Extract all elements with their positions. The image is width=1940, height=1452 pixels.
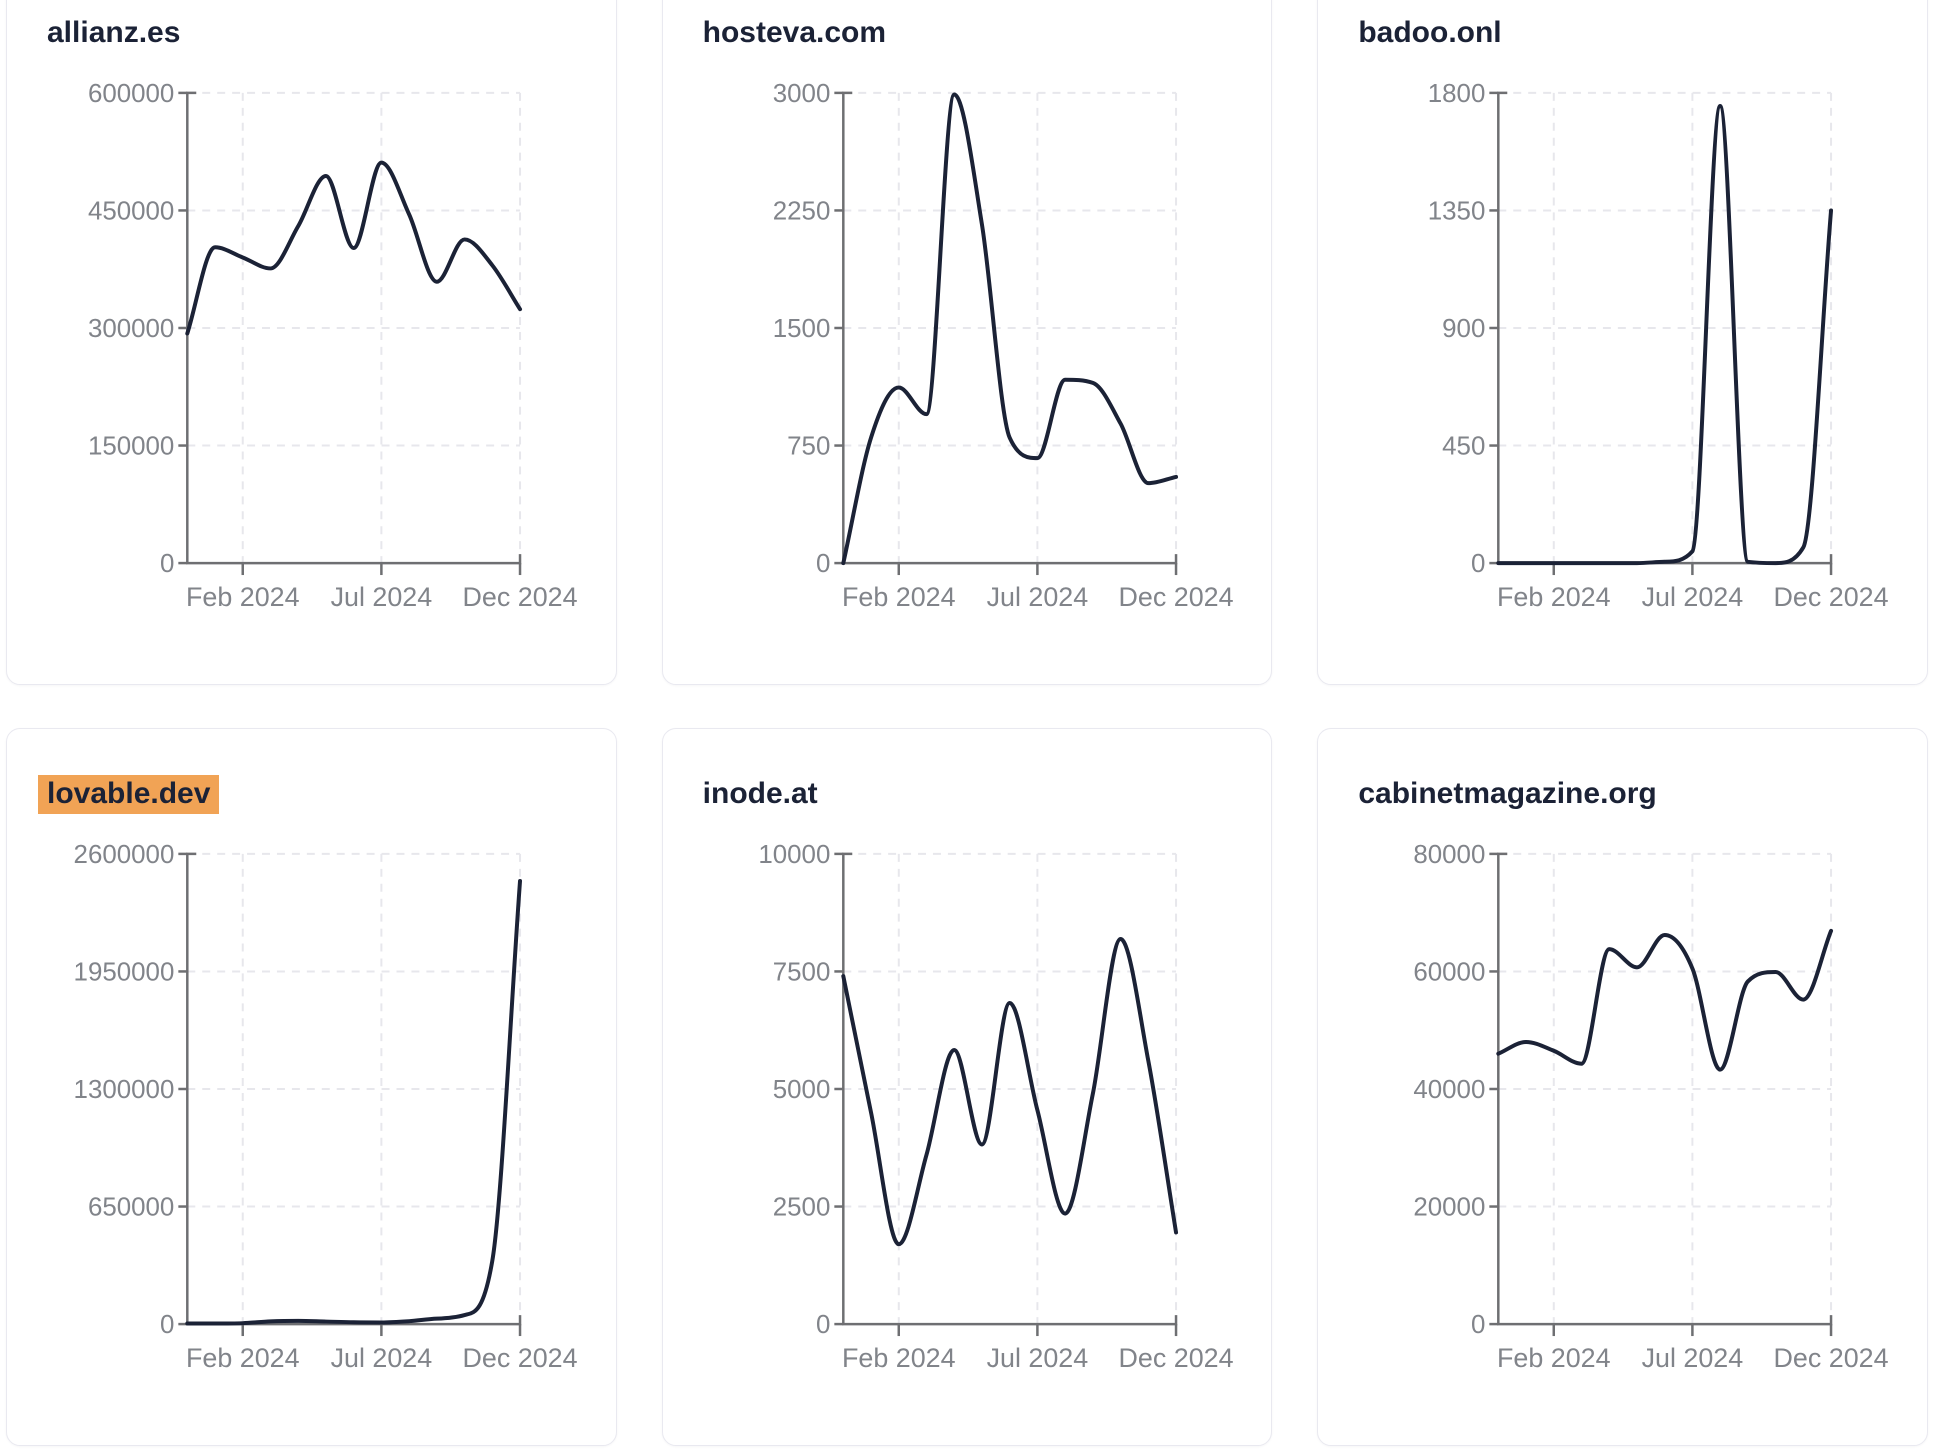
svg-text:10000: 10000 [758,841,830,869]
svg-text:40000: 40000 [1414,1076,1486,1104]
svg-text:80000: 80000 [1414,841,1486,869]
svg-text:450: 450 [1442,433,1485,461]
svg-text:0: 0 [1471,1311,1485,1339]
svg-text:Jul 2024: Jul 2024 [986,582,1088,612]
svg-text:1950000: 1950000 [74,958,175,986]
line-chart: 0 2500 5000 7500 10000 Feb 2024 Jul 2024 Dec 20… [758,841,1233,1373]
svg-text:Dec 2024: Dec 2024 [1118,1343,1233,1373]
domain-name: hosteva.com [702,16,887,49]
line-chart: 0 450 900 1350 1800 Feb 2024 Jul 2024 Dec 2024 [1428,80,1889,612]
svg-text:5000: 5000 [772,1076,830,1104]
svg-text:2600000: 2600000 [74,841,175,869]
svg-text:650000: 650000 [88,1194,174,1222]
chart-title: lovable.dev [38,775,220,814]
svg-text:300000: 300000 [88,315,174,343]
svg-text:Feb 2024: Feb 2024 [842,582,956,612]
svg-text:Dec 2024: Dec 2024 [1774,1343,1889,1373]
line-chart: 0 150000 300000 450000 600000 Feb 2024 Jul 202… [88,80,578,612]
svg-text:1500: 1500 [772,315,830,343]
chart-card-badoo-onl: badoo.onl 0 450 900 1350 1800 Feb 2024 Jul 202… [1317,0,1928,685]
svg-text:Feb 2024: Feb 2024 [1497,1343,1611,1373]
svg-text:7500: 7500 [772,958,830,986]
chart-card-inode-at: inode.at 0 2500 5000 7500 10000 Feb 2024 Jul 2… [661,728,1273,1446]
svg-text:0: 0 [816,1311,830,1339]
svg-text:Jul 2024: Jul 2024 [1642,1343,1744,1373]
svg-text:Dec 2024: Dec 2024 [1118,582,1233,612]
chart-card-allianz-es: allianz.es 0 150000 300000 450000 600000 Feb … [6,0,617,685]
svg-text:Feb 2024: Feb 2024 [186,1343,300,1373]
chart-card-lovable-dev: lovable.dev 0 650000 1300000 1950000 2600000… [6,728,617,1446]
svg-text:Dec 2024: Dec 2024 [463,1343,578,1373]
svg-text:900: 900 [1442,315,1485,343]
svg-text:Jul 2024: Jul 2024 [331,582,433,612]
chart-title: hosteva.com [703,14,886,52]
svg-text:0: 0 [816,550,830,578]
line-chart: 0 750 1500 2250 3000 Feb 2024 Jul 2024 Dec 2024 [772,80,1233,612]
svg-text:0: 0 [1471,550,1485,578]
domain-name: inode.at [702,777,818,810]
line-chart: 0 20000 40000 60000 80000 Feb 2024 Jul 2024 Dec… [1414,841,1889,1373]
svg-text:Dec 2024: Dec 2024 [1774,582,1889,612]
svg-text:Feb 2024: Feb 2024 [842,1343,956,1373]
svg-text:0: 0 [160,1311,174,1339]
svg-text:3000: 3000 [772,80,830,108]
svg-text:2500: 2500 [772,1194,830,1222]
svg-text:1300000: 1300000 [74,1076,175,1104]
svg-text:2250: 2250 [772,197,830,225]
chart-card-cabinetmagazine-org: cabinetmagazine.org 0 20000 40000 60000 8000… [1317,728,1928,1446]
chart-title: inode.at [703,775,818,813]
svg-text:20000: 20000 [1414,1194,1486,1222]
svg-text:0: 0 [160,550,174,578]
domain-name: badoo.onl [1358,16,1502,49]
svg-text:Jul 2024: Jul 2024 [986,1343,1088,1373]
svg-text:150000: 150000 [88,433,174,461]
svg-text:1350: 1350 [1428,197,1486,225]
chart-title: cabinetmagazine.org [1358,775,1656,813]
svg-text:1800: 1800 [1428,80,1486,108]
svg-text:Feb 2024: Feb 2024 [186,582,300,612]
domain-name: lovable.dev [38,775,220,814]
line-chart: 0 650000 1300000 1950000 2600000 Feb 2024 Jul … [74,841,578,1373]
chart-title: badoo.onl [1358,14,1501,52]
svg-text:450000: 450000 [88,197,174,225]
svg-text:Jul 2024: Jul 2024 [1642,582,1744,612]
domain-name: allianz.es [47,16,181,49]
svg-text:60000: 60000 [1414,958,1486,986]
svg-text:Jul 2024: Jul 2024 [331,1343,433,1373]
domain-name: cabinetmagazine.org [1358,777,1657,810]
chart-card-hosteva-com: hosteva.com 0 750 1500 2250 3000 Feb 2024 Jul … [661,0,1273,685]
svg-text:750: 750 [787,433,830,461]
svg-text:Feb 2024: Feb 2024 [1497,582,1611,612]
svg-text:600000: 600000 [88,80,174,108]
chart-title: allianz.es [47,14,180,52]
svg-text:Dec 2024: Dec 2024 [463,582,578,612]
